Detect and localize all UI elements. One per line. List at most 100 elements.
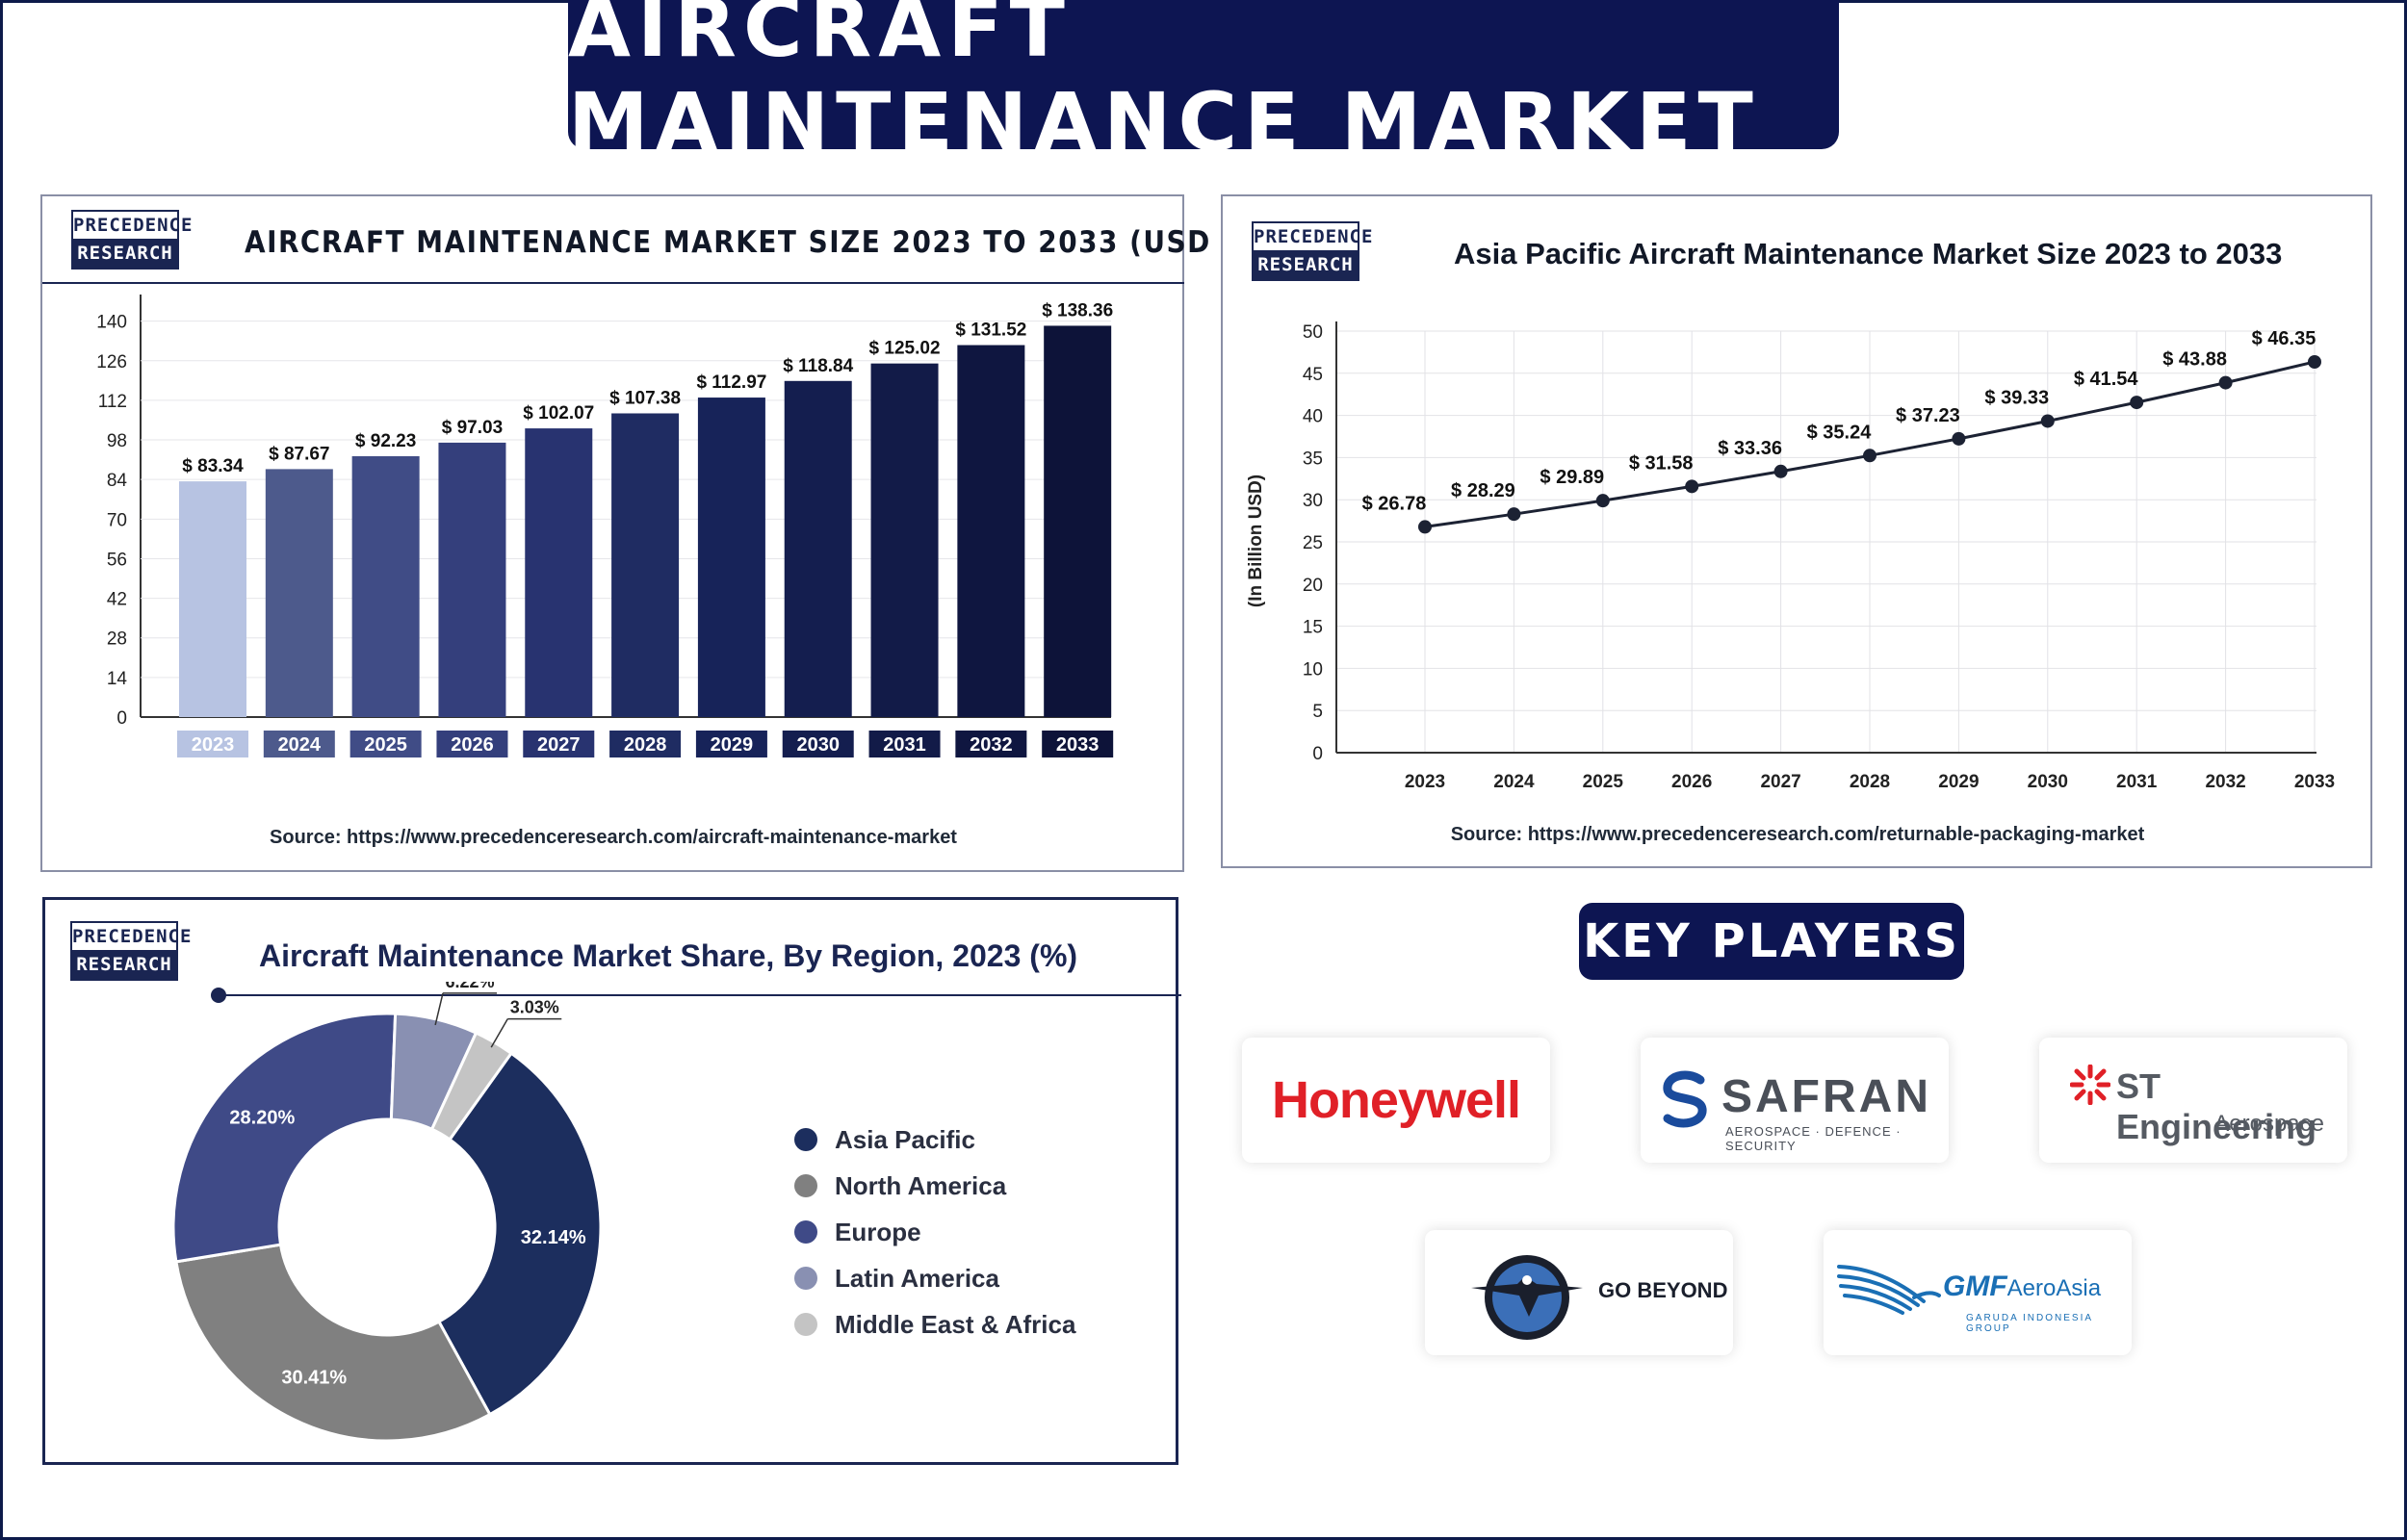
bar — [1044, 325, 1112, 717]
legend-label: Middle East & Africa — [835, 1309, 1076, 1339]
data-point — [1685, 479, 1699, 494]
slice-leader-line — [490, 1018, 508, 1048]
bar-chart-panel: PRECEDENCE RESEARCH AIRCRAFT MAINTENANCE… — [40, 194, 1364, 872]
slice-value-label: 28.20% — [229, 1107, 295, 1128]
data-point — [1952, 431, 1966, 446]
st-engineering-card: ST Engineering Aerospace — [2039, 1038, 2347, 1163]
point-value-label: $ 29.89 — [1540, 467, 1604, 488]
slice-value-label: 6.22% — [445, 982, 494, 991]
legend-dot — [794, 1267, 817, 1290]
y-tick-label: 15 — [1303, 618, 1323, 638]
pie-slice — [174, 1243, 492, 1443]
y-tick-label: 25 — [1303, 533, 1323, 553]
point-value-label: $ 35.24 — [1807, 422, 1873, 443]
x-tick-label: 2027 — [537, 734, 581, 756]
y-tick-label: 40 — [1303, 407, 1323, 427]
x-tick-label: 2023 — [1405, 772, 1445, 792]
bar — [265, 469, 333, 717]
gmf-bird-icon — [1837, 1265, 1941, 1315]
x-tick-label: 2032 — [2205, 772, 2245, 792]
safran-swirl-icon — [1663, 1070, 1707, 1128]
key-players-title: KEY PLAYERS — [1583, 914, 1960, 968]
bar-value-label: $ 107.38 — [609, 388, 681, 408]
y-tick-label: 112 — [98, 392, 127, 412]
bar-title-rule — [42, 282, 1184, 284]
legend-item: Middle East & Africa — [794, 1301, 1075, 1348]
precedence-logo: PRECEDENCE RESEARCH — [1252, 221, 1372, 281]
main-title: AIRCRAFT MAINTENANCE MARKET — [568, 0, 1760, 169]
bar — [351, 455, 420, 717]
x-tick-label: 2028 — [1850, 772, 1890, 792]
x-tick-badge — [955, 731, 1027, 757]
y-tick-label: 0 — [116, 708, 127, 729]
legend-item: North America — [794, 1163, 1075, 1209]
y-tick-label: 140 — [96, 313, 127, 333]
legend-label: Asia Pacific — [835, 1124, 975, 1154]
y-tick-label: 10 — [1303, 659, 1323, 680]
logo-line2: RESEARCH — [72, 950, 176, 979]
x-tick-badge — [695, 731, 767, 757]
legend-dot — [794, 1220, 817, 1244]
data-point — [1418, 520, 1432, 534]
bar-value-label: $ 112.97 — [696, 372, 766, 393]
data-point — [1773, 464, 1788, 478]
pratt-whitney-eagle-icon — [1471, 1255, 1583, 1340]
pie-legend: Asia Pacific North America Europe Latin … — [794, 1116, 1075, 1348]
y-tick-label: 70 — [107, 510, 127, 530]
bar-value-label: $ 131.52 — [955, 321, 1026, 341]
x-tick-label: 2024 — [1493, 772, 1535, 792]
bar-value-label: $ 97.03 — [442, 418, 503, 438]
pie-chart-title: Aircraft Maintenance Market Share, By Re… — [259, 938, 1078, 973]
main-title-banner: AIRCRAFT MAINTENANCE MARKET — [568, 0, 1839, 169]
bar-value-label: $ 87.67 — [269, 444, 329, 464]
bar — [179, 481, 246, 717]
x-tick-label: 2025 — [364, 734, 407, 756]
point-value-label: $ 41.54 — [2074, 369, 2139, 390]
point-value-label: $ 28.29 — [1451, 480, 1515, 501]
y-axis-label: (In Billion USD) — [1246, 475, 1266, 607]
safran-card: SAFRAN AEROSPACE · DEFENCE · SECURITY — [1641, 1038, 1949, 1163]
bar-value-label: $ 83.34 — [182, 456, 244, 476]
x-tick-label: 2026 — [451, 734, 494, 756]
pie-slice — [436, 1051, 603, 1417]
honeywell-logo: Honeywell — [1271, 1071, 1521, 1129]
pie-title-rule-dot — [211, 988, 226, 1003]
x-tick-badge — [263, 731, 335, 757]
st-engineering-burst-icon — [2070, 1065, 2110, 1105]
bar-chart-svg: 0 14 28 42 56 70 84 98 112 126 140 $ 83.34 2023 $ 87.… — [96, 295, 1114, 757]
x-tick-badge — [1042, 731, 1114, 757]
x-tick-badge — [177, 731, 248, 757]
bar — [525, 428, 593, 717]
bar-chart-title: AIRCRAFT MAINTENANCE MARKET SIZE 2023 TO… — [245, 225, 1366, 260]
point-value-label: $ 37.23 — [1896, 405, 1960, 426]
x-tick-label: 2029 — [711, 734, 754, 756]
x-tick-label: 2033 — [1056, 734, 1100, 756]
key-players-banner: KEY PLAYERS — [1579, 903, 1964, 980]
legend-label: Europe — [835, 1217, 921, 1246]
slice-leader-line — [434, 992, 444, 1026]
x-tick-label: 2031 — [883, 734, 926, 756]
x-tick-label: 2027 — [1760, 772, 1800, 792]
st-engineering-logo: ST Engineering — [2116, 1066, 2317, 1146]
x-tick-badge — [782, 731, 854, 757]
point-value-label: $ 39.33 — [1984, 387, 2049, 408]
x-tick-label: 2023 — [192, 734, 235, 756]
data-point — [2040, 414, 2055, 428]
legend-dot — [794, 1128, 817, 1151]
y-tick-label: 84 — [107, 471, 128, 491]
bar-chart-source: Source: https://www.precedenceresearch.c… — [270, 827, 957, 848]
bar — [438, 442, 506, 717]
point-value-label: $ 46.35 — [2252, 328, 2316, 349]
bar-value-label: $ 125.02 — [869, 339, 941, 359]
pratt-whitney-slogan: GO BEYOND — [1598, 1278, 1728, 1302]
bar — [611, 413, 680, 717]
x-tick-badge — [523, 731, 595, 757]
slice-value-label: 32.14% — [521, 1227, 586, 1248]
point-value-label: $ 31.58 — [1629, 452, 1694, 474]
pratt-whitney-card: GO BEYOND — [1425, 1230, 1733, 1355]
data-point — [1595, 494, 1610, 508]
safran-logo: SAFRAN — [1721, 1071, 1931, 1122]
data-point — [2130, 396, 2144, 410]
x-tick-label: 2031 — [2116, 772, 2158, 792]
